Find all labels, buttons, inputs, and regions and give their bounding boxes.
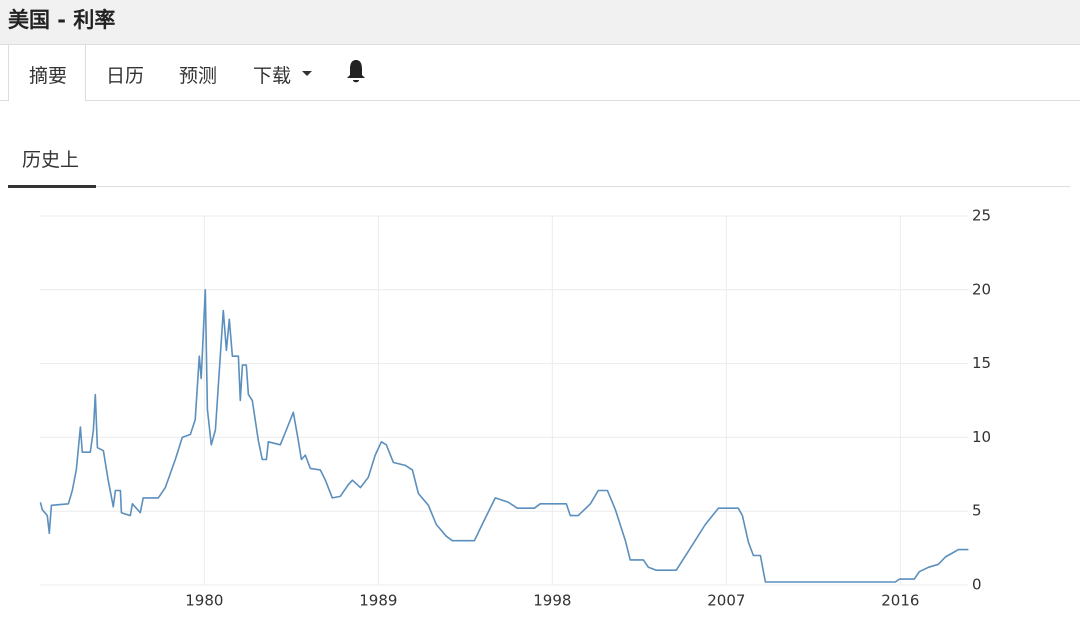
y-tick-label: 25: [972, 207, 991, 225]
tab[interactable]: 预测: [179, 65, 218, 87]
x-tick-label: 2007: [707, 592, 745, 610]
page-title: 美国 - 利率: [8, 8, 116, 32]
y-tick-label: 15: [972, 354, 991, 372]
x-tick-label: 1980: [185, 592, 223, 610]
x-tick-label: 1998: [533, 592, 571, 610]
tab[interactable]: 下载: [253, 65, 292, 87]
data-line: [39, 289, 969, 583]
y-tick-label: 10: [972, 428, 991, 446]
divider: [8, 186, 1070, 187]
tab-active[interactable]: 摘要: [8, 45, 86, 101]
x-tick-label: 1989: [359, 592, 397, 610]
y-tick-label: 5: [972, 502, 982, 520]
tab-label: 摘要: [29, 65, 68, 87]
x-tick-label: 2016: [881, 592, 919, 610]
subtab-underline: [8, 185, 96, 188]
tab[interactable]: 日历: [106, 65, 145, 87]
header-bar: 美国 - 利率: [0, 0, 1080, 45]
subtab[interactable]: 历史上: [22, 149, 80, 171]
y-tick-label: 20: [972, 280, 991, 298]
y-tick-label: 0: [972, 576, 982, 594]
tab-bar: 摘要 日历 预测 下载: [0, 45, 1080, 101]
